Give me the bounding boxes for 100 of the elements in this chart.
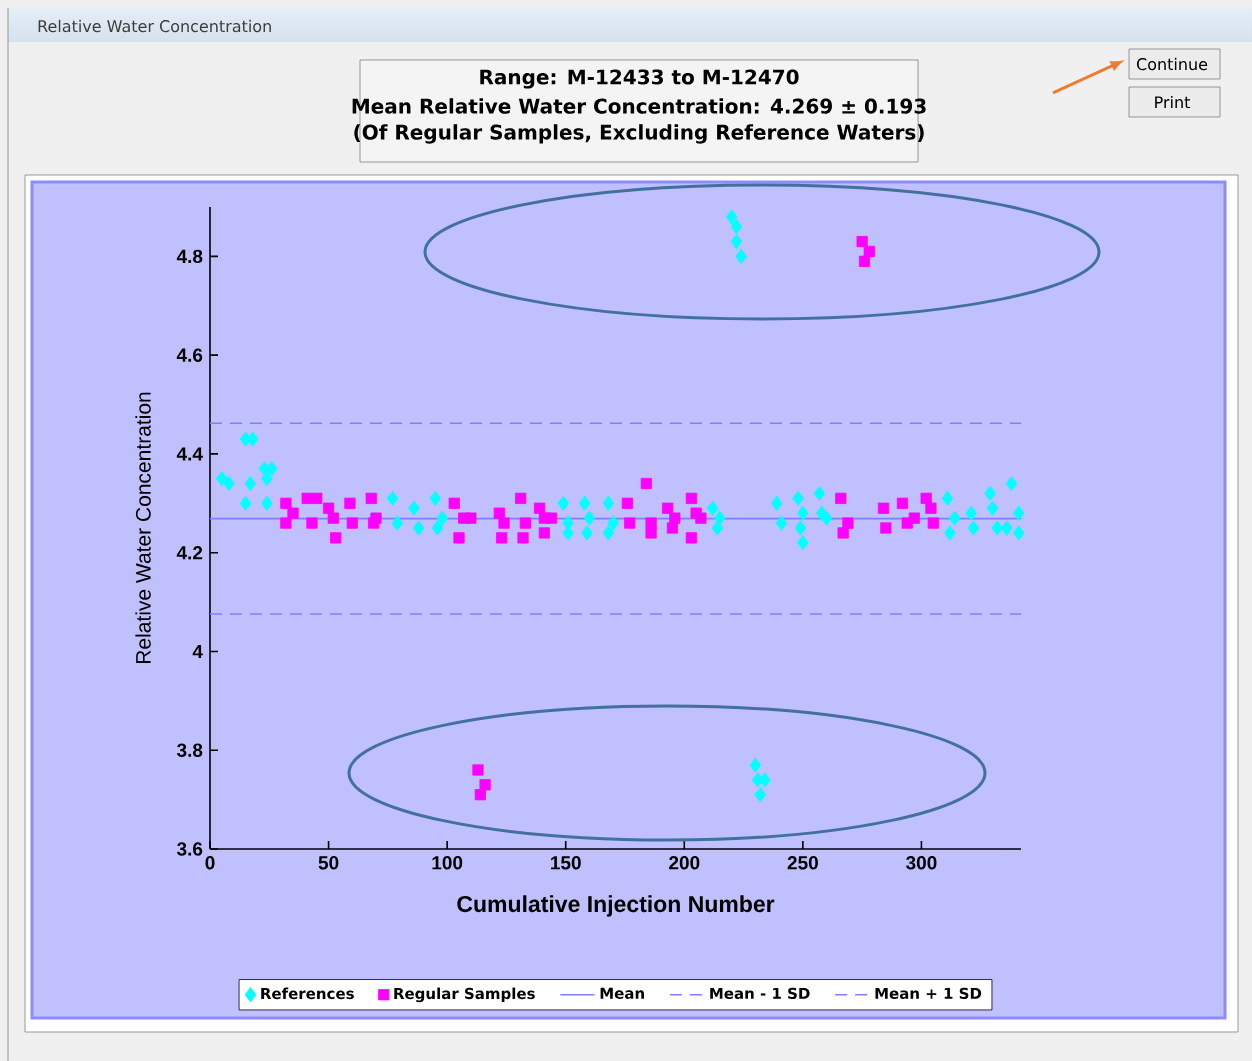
point [1012, 525, 1025, 541]
point [624, 517, 636, 529]
x-tick-label: 50 [318, 856, 339, 870]
x-tick-label: 150 [551, 856, 581, 870]
point [711, 520, 724, 536]
point [479, 779, 491, 791]
point [986, 500, 999, 516]
x-tick-label: 100 [432, 856, 463, 870]
point [856, 235, 868, 248]
legend-label: Regular Samples [394, 987, 535, 1003]
point [797, 505, 809, 521]
point [602, 525, 615, 541]
y-axis-title: Relative Water Concentration [135, 392, 151, 664]
point [640, 477, 652, 490]
legend-label: Mean + 1 SD [875, 987, 982, 1000]
point [706, 500, 719, 516]
point [370, 512, 382, 524]
point [813, 485, 826, 502]
point [967, 520, 980, 536]
point [908, 512, 920, 524]
point [493, 507, 505, 519]
y-tick-label: 4.2 [176, 546, 203, 560]
point [408, 500, 420, 516]
point [412, 520, 425, 536]
point [837, 527, 849, 539]
point [562, 525, 574, 541]
point [877, 502, 890, 514]
point [685, 532, 697, 544]
y-tick-label: 4 [192, 644, 203, 658]
x-axis-title: Cumulative Injection Number [457, 895, 775, 917]
point [581, 525, 593, 541]
point [578, 495, 591, 511]
point [797, 535, 809, 551]
point [730, 233, 743, 250]
point [858, 255, 871, 267]
point [662, 502, 674, 514]
point [261, 495, 273, 511]
legend-label: Mean [600, 987, 644, 999]
point [920, 492, 932, 504]
point [216, 471, 228, 487]
point [496, 532, 508, 544]
point [545, 512, 558, 524]
point [583, 510, 596, 526]
text: Mean Relative Water Concentration: 4.269 ± 0.193 [352, 98, 926, 114]
point [436, 510, 449, 526]
point [991, 520, 1004, 536]
text: Print [1155, 95, 1191, 109]
point [792, 490, 804, 506]
point [538, 527, 550, 539]
point [863, 245, 875, 258]
legend-label: Mean - 1 SD [710, 987, 810, 1000]
point [927, 517, 939, 529]
x-tick-label: 250 [787, 856, 818, 870]
point [472, 764, 484, 776]
point [453, 532, 465, 544]
point [695, 512, 707, 524]
y-tick-label: 4.8 [176, 249, 203, 264]
point [557, 495, 570, 511]
point [984, 485, 996, 502]
text: (Of Regular Samples, Excluding Reference Waters) [354, 124, 924, 144]
point [311, 492, 323, 504]
point [322, 502, 335, 514]
point [429, 490, 442, 506]
point [948, 510, 961, 526]
y-tick-label: 4.4 [176, 447, 203, 461]
point [534, 502, 546, 514]
point [820, 510, 833, 526]
point [261, 471, 273, 487]
point [835, 492, 847, 504]
y-tick-label: 3.8 [176, 743, 203, 757]
point [759, 772, 771, 788]
point [474, 789, 486, 801]
point [880, 522, 892, 534]
text: Continue [1136, 57, 1208, 71]
point [465, 512, 477, 524]
point [386, 490, 399, 506]
point [431, 520, 444, 536]
point [735, 248, 747, 264]
point [770, 495, 783, 511]
point [754, 787, 766, 803]
point [1000, 520, 1013, 536]
point [925, 502, 937, 514]
point [391, 515, 404, 531]
point [775, 515, 788, 531]
point [645, 517, 657, 529]
legend-label: References [261, 987, 354, 1000]
point [365, 492, 377, 504]
point [346, 517, 358, 529]
point [223, 475, 235, 492]
point [517, 532, 529, 544]
point [621, 497, 633, 509]
point [794, 520, 807, 536]
y-tick-label: 4.6 [176, 348, 203, 362]
point [941, 490, 954, 506]
point [666, 522, 679, 534]
point [515, 492, 527, 504]
y-tick-label: 3.6 [176, 842, 203, 856]
point [1012, 505, 1025, 521]
point [944, 525, 956, 541]
point [344, 497, 356, 509]
